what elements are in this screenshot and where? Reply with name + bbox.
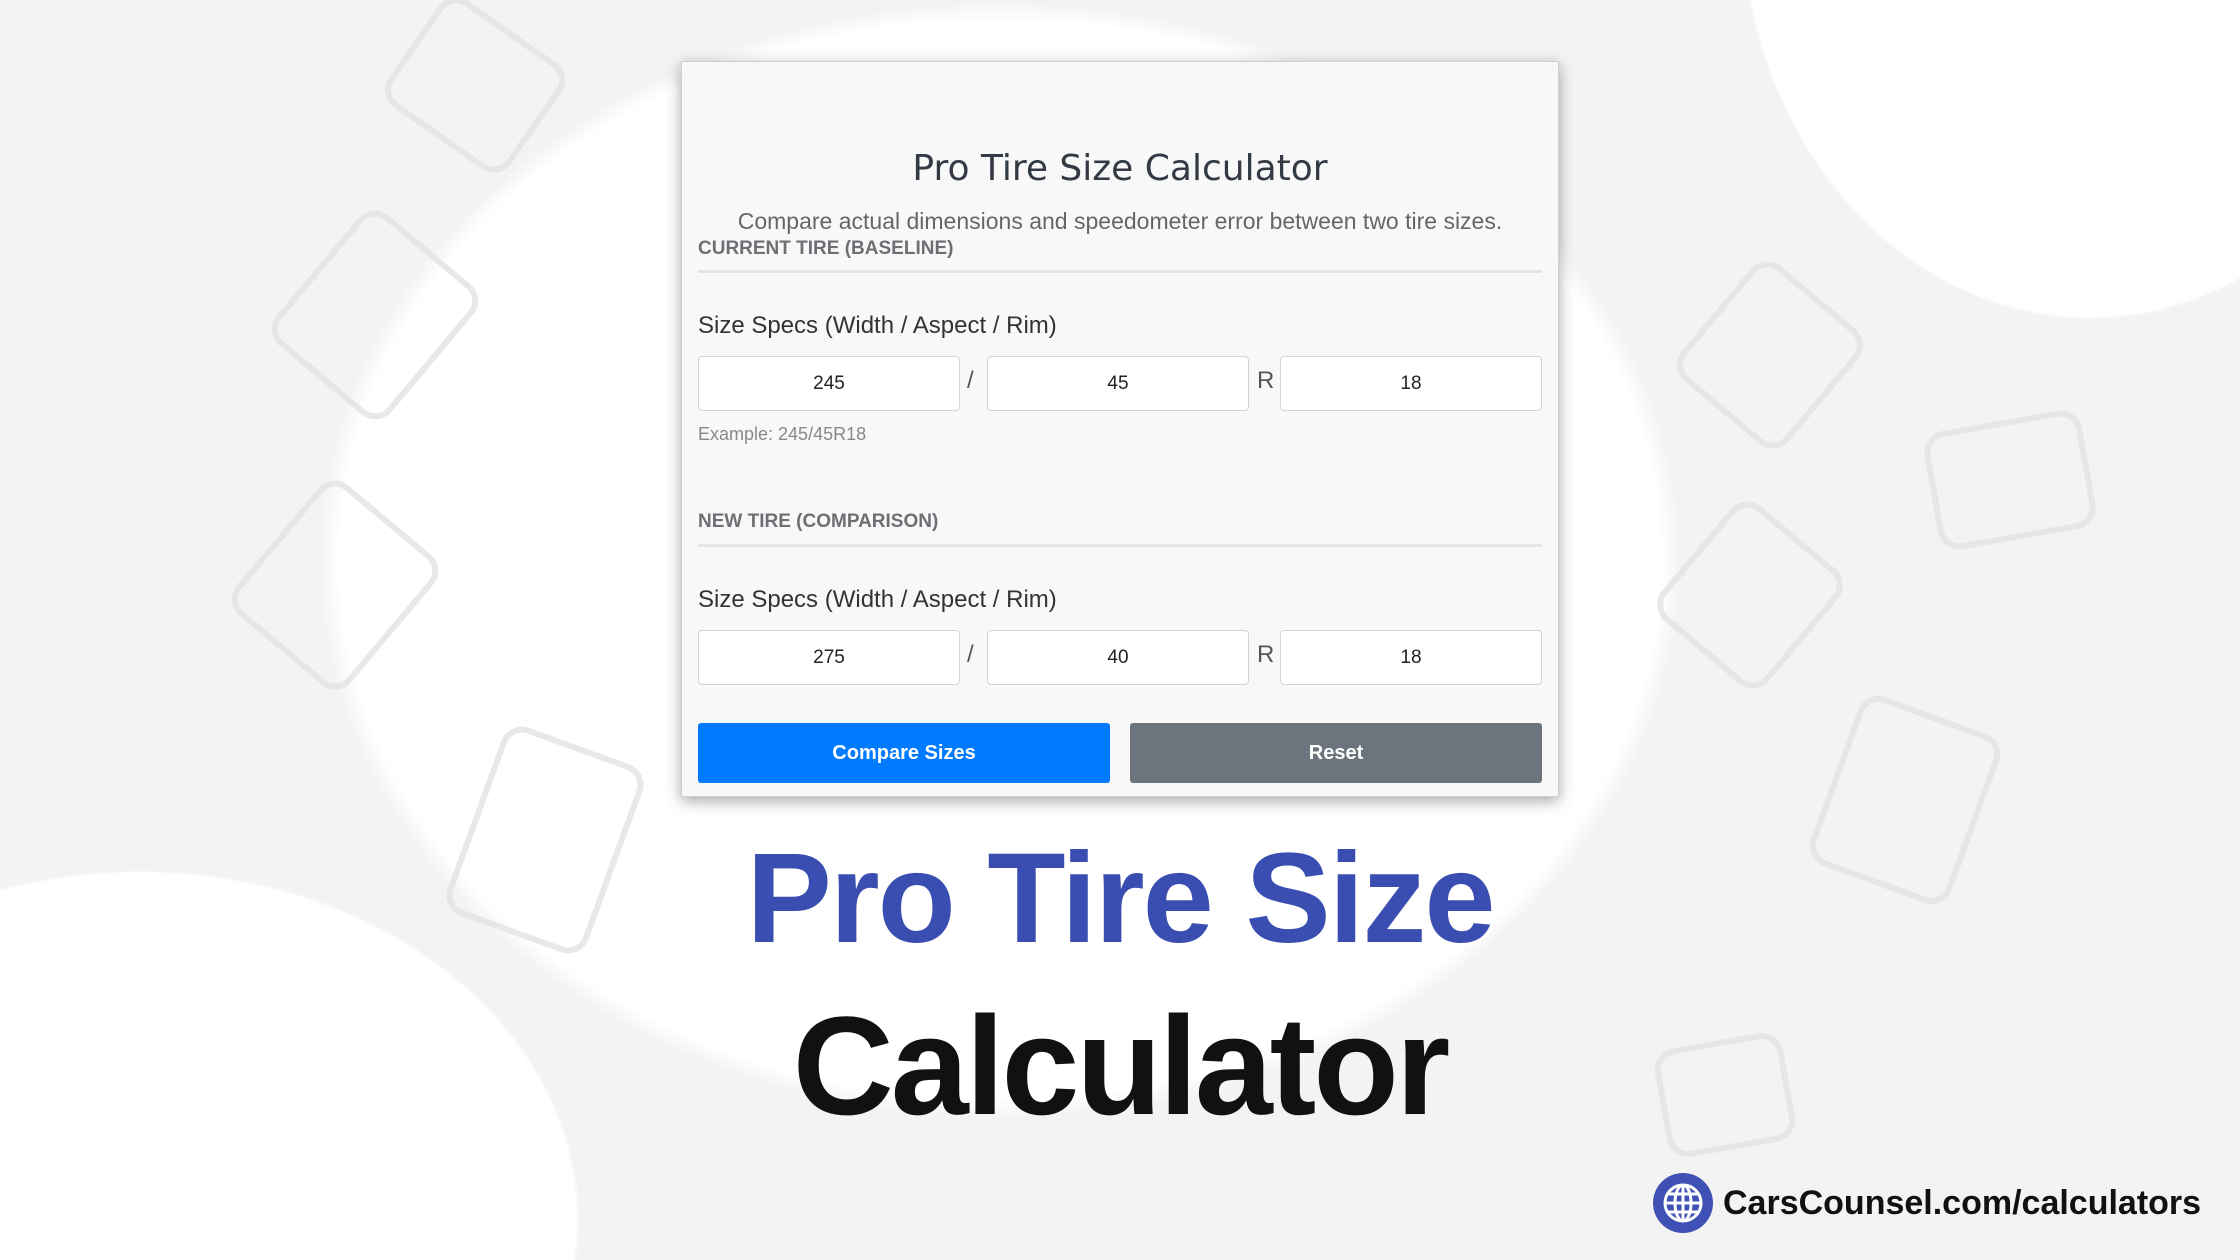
calculator-title: Pro Tire Size Calculator [912,148,1328,189]
calculator-subtitle: Compare actual dimensions and speedomete… [737,208,1503,234]
slash-separator: / [967,641,974,668]
globe-icon [1653,1173,1713,1233]
banner-title-line2: Calculator [792,987,1451,1144]
background-shape [1740,0,2240,320]
new-width-input[interactable]: 275 [698,630,960,685]
compare-sizes-button[interactable]: Compare Sizes [698,723,1110,783]
banner-title-line1: Pro Tire Size [746,827,1495,970]
new-rim-input[interactable]: 18 [1280,630,1542,685]
reset-button[interactable]: Reset [1130,723,1542,783]
slash-separator: / [967,367,974,394]
new-size-label: Size Specs (Width / Aspect / Rim) [698,586,1057,613]
current-size-label: Size Specs (Width / Aspect / Rim) [698,312,1057,339]
current-aspect-input[interactable]: 45 [987,356,1249,411]
divider [698,544,1542,547]
new-tire-heading: NEW TIRE (COMPARISON) [698,511,939,532]
divider [698,270,1542,273]
example-hint: Example: 245/45R18 [698,424,867,444]
r-separator: R [1257,367,1275,394]
background-shape [0,870,580,1260]
r-separator: R [1257,641,1275,668]
current-width-input[interactable]: 245 [698,356,960,411]
current-tire-heading: CURRENT TIRE (BASELINE) [698,238,954,259]
calculator-card: Pro Tire Size Calculator Compare actual … [681,61,1559,797]
new-aspect-input[interactable]: 40 [987,630,1249,685]
current-rim-input[interactable]: 18 [1280,356,1542,411]
website-url[interactable]: CarsCounsel.com/calculators [1723,1184,2202,1222]
